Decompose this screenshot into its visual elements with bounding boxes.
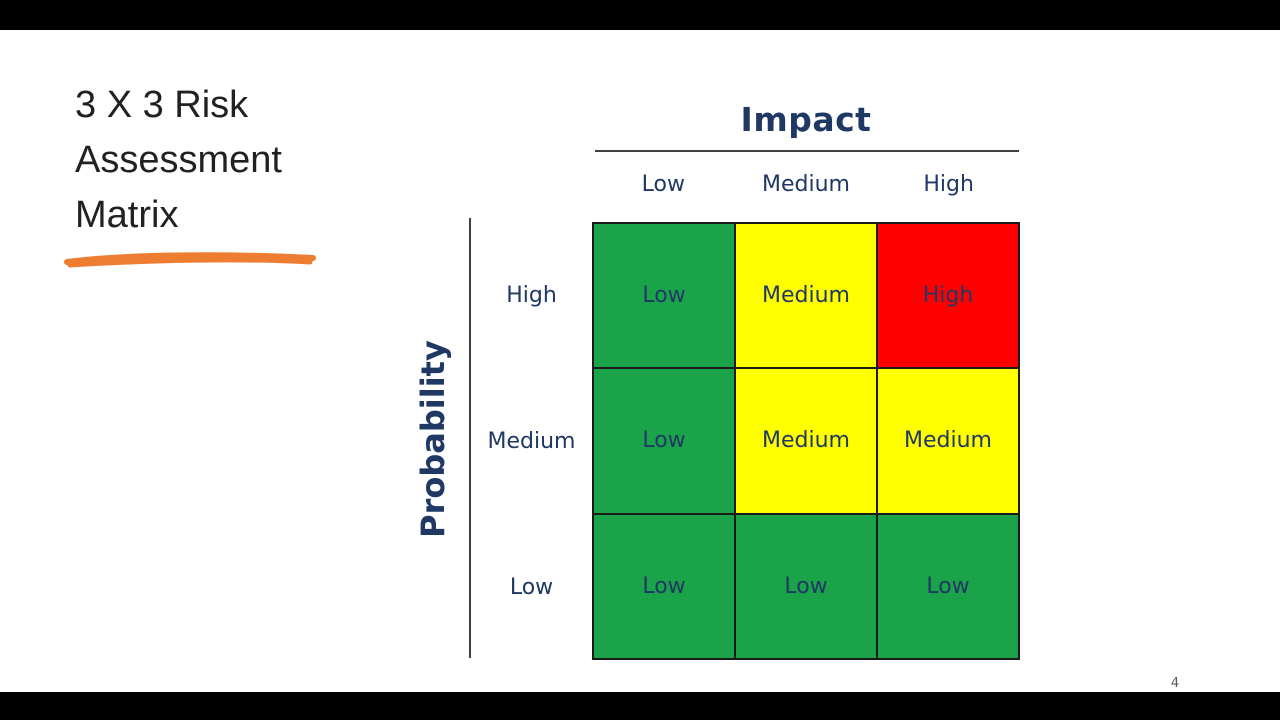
marker-stroke-icon (64, 252, 316, 268)
row-label-medium: Medium (487, 428, 576, 454)
matrix-cell: Low (594, 369, 734, 513)
letterbox-top (0, 0, 1280, 30)
matrix-cell: Low (878, 514, 1018, 658)
slide-title: 3 X 3 Risk Assessment Matrix (75, 84, 282, 236)
matrix-cell: High (878, 224, 1018, 368)
column-labels: Low Medium High (592, 172, 1020, 197)
matrix-cell: Medium (736, 224, 876, 368)
title-underline (62, 250, 318, 270)
matrix-grid: Low Medium High Low Medium Medium Low Lo… (592, 222, 1020, 660)
probability-axis-line (469, 218, 471, 658)
matrix-cell: Medium (878, 369, 1018, 513)
column-label-low: Low (641, 172, 685, 197)
column-label-high: High (923, 172, 974, 197)
row-label-low: Low (509, 574, 554, 600)
row-labels: High Medium Low (471, 222, 592, 660)
matrix-cell: Low (594, 514, 734, 658)
matrix-cell: Low (736, 514, 876, 658)
row-label-high: High (506, 282, 557, 308)
letterbox-bottom (0, 692, 1280, 720)
impact-axis-line (595, 150, 1019, 152)
column-label-medium: Medium (762, 172, 850, 197)
matrix-cell: Medium (736, 369, 876, 513)
probability-axis-title: Probability (414, 340, 452, 538)
matrix-cell: Low (594, 224, 734, 368)
page-number: 4 (1170, 676, 1180, 691)
impact-axis-title: Impact (740, 100, 872, 139)
